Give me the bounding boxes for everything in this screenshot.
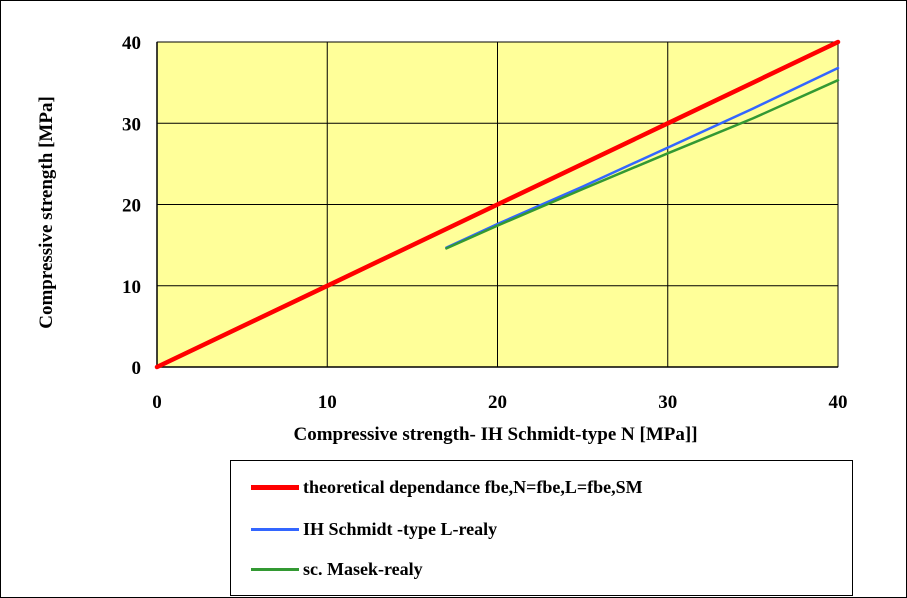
legend-swatch-masek [251,567,299,571]
series-line-theoretical [154,39,841,370]
legend-label-masek: sc. Masek-realy [303,558,423,579]
legend-item-theoretical: theoretical dependance fbe,N=fbe,L=fbe,S… [231,472,643,502]
legend-item-ih-schmidt-l: IH Schmidt -type L-realy [231,514,497,544]
y-tick-label: 20 [122,196,141,217]
legend-swatch-ih-schmidt-l [251,527,299,531]
legend: theoretical dependance fbe,N=fbe,L=fbe,S… [230,460,853,596]
legend-label-ih-schmidt-l: IH Schmidt -type L-realy [303,518,498,539]
y-axis-label: Compressive strength [MPa] [36,96,57,329]
x-axis-label: Compressive strength- IH Schmidt-type N … [293,424,697,445]
y-tick-label: 30 [122,114,141,135]
series-line-masek [445,78,840,250]
x-tick-label: 40 [829,392,848,413]
x-tick-label: 10 [318,392,337,413]
x-tick-label: 30 [658,392,677,413]
tick-labels: 0 10 20 30 40 0 10 20 30 40 [122,33,848,413]
y-tick-label: 40 [122,33,141,54]
gridlines [156,41,839,368]
line-chart: 0 10 20 30 40 0 10 20 30 40 Compressive strength-… [36,33,848,445]
series-lines [154,39,841,370]
x-tick-label: 0 [152,392,162,413]
legend-item-masek: sc. Masek-realy [231,554,423,584]
legend-swatch-theoretical [251,484,299,490]
x-tick-label: 20 [488,392,507,413]
y-tick-label: 0 [132,358,142,379]
series-line-ih-schmidt-l [445,66,840,249]
y-tick-label: 10 [122,277,141,298]
legend-label-theoretical: theoretical dependance fbe,N=fbe,L=fbe,S… [303,476,643,497]
